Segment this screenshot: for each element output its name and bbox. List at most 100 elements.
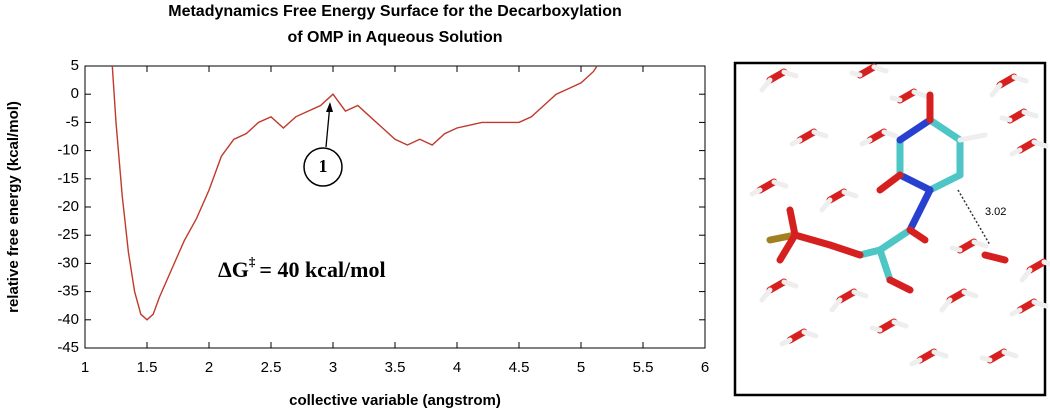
bond <box>926 171 964 194</box>
plot-frame <box>84 65 706 349</box>
bond <box>811 129 829 139</box>
y-tick-label: 0 <box>71 85 79 102</box>
bond <box>781 69 799 79</box>
title-line: of OMP in Aqueous Solution <box>287 29 502 46</box>
bond <box>981 251 1009 264</box>
x-tick-label: 1 <box>81 359 89 376</box>
bond <box>876 246 894 284</box>
plot: 1 1.5 2 2.5 3 3.5 4 4.5 5 5.5 6 5 0 -5 -10 -15 -20 -25 -30… <box>57 57 709 376</box>
bond <box>801 329 819 339</box>
bond <box>1009 307 1023 317</box>
bond <box>986 348 1008 364</box>
bond <box>876 226 914 254</box>
bond <box>781 279 799 289</box>
bond <box>1009 147 1023 157</box>
y-tick-label: -35 <box>57 283 79 300</box>
y-tick-label: -10 <box>57 142 79 159</box>
bond <box>1001 349 1019 359</box>
bond <box>939 297 953 313</box>
x-axis-label: collective variable (angstrom) <box>289 392 501 409</box>
bond <box>1031 299 1049 309</box>
bond <box>866 128 888 144</box>
bond <box>791 231 834 249</box>
bond <box>869 325 883 333</box>
distance-label: 3.02 <box>985 206 1006 218</box>
bond <box>1019 267 1033 283</box>
arrow-head <box>326 102 333 112</box>
bond <box>906 226 929 244</box>
bond <box>876 318 898 334</box>
bond <box>949 245 963 253</box>
x-tick-label: 2.5 <box>261 359 282 376</box>
title-line: Metadynamics Free Energy Surface for the… <box>168 3 621 20</box>
bond <box>771 179 789 189</box>
energy-curve <box>111 65 598 321</box>
bond <box>796 128 818 144</box>
x-tick-label: 1.5 <box>137 359 158 376</box>
x-tick-label: 4.5 <box>509 359 530 376</box>
bond <box>896 116 934 144</box>
y-tick-label: -15 <box>57 170 79 187</box>
bond <box>759 287 773 303</box>
bond <box>1016 138 1038 154</box>
y-tick-label: -40 <box>57 311 79 328</box>
bond <box>896 88 918 104</box>
bond <box>911 89 929 99</box>
bond <box>871 64 889 74</box>
bond <box>1041 259 1050 267</box>
bond <box>849 70 863 78</box>
bond <box>1006 108 1028 124</box>
bond <box>909 357 923 367</box>
molecule-drawing <box>749 63 1050 367</box>
marker-label: 1 <box>319 156 328 176</box>
bond <box>851 289 869 299</box>
y-tick-label: -30 <box>57 254 79 271</box>
bond <box>996 73 1018 89</box>
bond <box>1011 74 1029 84</box>
y-tick-label: -20 <box>57 198 79 215</box>
x-tick-label: 6 <box>701 359 709 376</box>
bond <box>786 206 799 239</box>
bond <box>836 288 858 304</box>
bond <box>916 348 938 364</box>
bond <box>989 82 1003 98</box>
bond <box>999 115 1013 123</box>
bond <box>957 132 988 143</box>
bond <box>756 178 778 194</box>
marker-circle <box>303 147 343 187</box>
y-tick-label: -45 <box>57 339 79 356</box>
y-tick-label: -25 <box>57 226 79 243</box>
barrier-annotation: ΔG‡ = 40 kcal/mol <box>218 254 386 282</box>
barrier-symbol: ΔG <box>218 257 249 282</box>
bond <box>886 276 914 294</box>
bond <box>786 328 808 344</box>
distance-line <box>957 189 991 246</box>
x-tick-label: 2 <box>205 359 213 376</box>
bond <box>789 137 803 147</box>
bond <box>1021 109 1039 119</box>
x-tick-label: 4 <box>453 359 461 376</box>
bond <box>759 77 773 93</box>
bond <box>1031 139 1049 149</box>
y-tick-label: 5 <box>71 57 79 74</box>
barrier-superscript: ‡ <box>249 254 256 269</box>
bond <box>1026 258 1048 274</box>
bond <box>891 319 909 329</box>
bond <box>931 349 949 359</box>
bond <box>776 231 799 264</box>
bond <box>946 288 968 304</box>
bond <box>876 171 904 194</box>
barrier-text: = 40 kcal/mol <box>259 257 385 282</box>
bond <box>826 241 864 259</box>
bond <box>856 63 878 79</box>
bond <box>829 297 843 313</box>
x-tick-label: 5.5 <box>633 359 654 376</box>
bond <box>889 95 903 103</box>
bond <box>826 188 848 204</box>
molecule-panel: 3.02 <box>733 61 1050 397</box>
x-tick-label: 3 <box>329 359 337 376</box>
bond <box>896 171 934 194</box>
bond <box>956 238 978 254</box>
bond <box>859 137 873 147</box>
